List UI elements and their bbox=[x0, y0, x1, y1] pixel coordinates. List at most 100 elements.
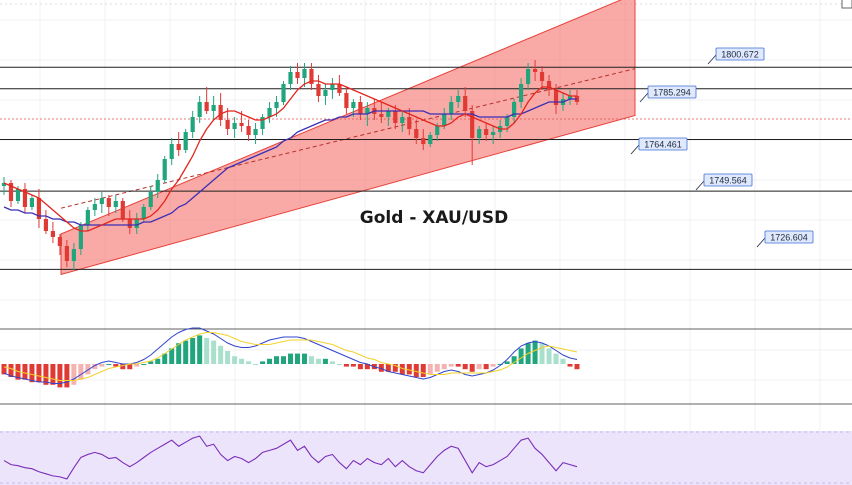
macd-bar bbox=[50, 364, 55, 385]
candle-body bbox=[337, 84, 341, 93]
macd-bar bbox=[323, 359, 328, 364]
macd-bar bbox=[36, 364, 41, 382]
candle-body bbox=[386, 111, 390, 117]
candle-body bbox=[232, 123, 236, 129]
candle-body bbox=[163, 159, 167, 180]
macd-bar bbox=[463, 364, 468, 369]
macd-bar bbox=[456, 364, 461, 367]
macd-bar bbox=[29, 364, 34, 382]
candle-body bbox=[379, 114, 383, 117]
macd-bar bbox=[547, 348, 552, 364]
macd-bar bbox=[344, 364, 349, 367]
candle-body bbox=[142, 207, 146, 219]
candle-body bbox=[477, 129, 481, 138]
candle-body bbox=[121, 201, 125, 219]
candle-body bbox=[316, 84, 320, 96]
candle-body bbox=[212, 105, 216, 111]
candle-body bbox=[177, 144, 181, 150]
macd-bar bbox=[428, 364, 433, 374]
candle-body bbox=[100, 198, 104, 204]
candle-body bbox=[149, 192, 153, 207]
candle-body bbox=[170, 144, 174, 159]
macd-bar bbox=[449, 364, 454, 367]
level-label: 1764.461 bbox=[644, 140, 682, 150]
settings-corner-icon[interactable] bbox=[842, 0, 852, 8]
macd-bar bbox=[78, 364, 83, 380]
macd-pane bbox=[0, 328, 852, 404]
macd-bar bbox=[330, 361, 335, 364]
macd-bar bbox=[470, 364, 475, 372]
candle-body bbox=[274, 102, 278, 108]
macd-bar bbox=[540, 343, 545, 364]
macd-bar bbox=[491, 364, 496, 367]
candle-body bbox=[135, 219, 139, 228]
candle-body bbox=[219, 105, 223, 120]
macd-bar bbox=[554, 354, 559, 364]
candle-body bbox=[295, 72, 299, 78]
candle-body bbox=[246, 126, 250, 135]
candle-body bbox=[526, 69, 530, 84]
candle-body bbox=[288, 72, 292, 84]
candle-body bbox=[267, 108, 271, 117]
candle-body bbox=[358, 102, 362, 114]
level-label: 1726.604 bbox=[770, 233, 808, 243]
candle-body bbox=[30, 198, 34, 207]
candle-body bbox=[554, 90, 558, 105]
candle-body bbox=[226, 120, 230, 129]
macd-bar bbox=[316, 359, 321, 364]
macd-bar bbox=[281, 356, 286, 364]
candle-body bbox=[449, 102, 453, 114]
macd-bar bbox=[169, 348, 174, 364]
macd-bar bbox=[246, 361, 251, 364]
macd-bar bbox=[295, 354, 300, 364]
candle-body bbox=[156, 180, 160, 192]
macd-bar bbox=[414, 364, 419, 377]
macd-bar bbox=[505, 361, 510, 364]
candle-body bbox=[205, 102, 209, 111]
candle-body bbox=[114, 201, 118, 207]
macd-bar bbox=[225, 351, 230, 364]
candle-body bbox=[239, 123, 243, 126]
macd-bar bbox=[337, 364, 342, 365]
candle-body bbox=[540, 72, 544, 81]
candle-body bbox=[456, 96, 460, 102]
macd-bar bbox=[190, 338, 195, 364]
macd-bar bbox=[211, 341, 216, 364]
candle-body bbox=[393, 111, 397, 123]
macd-bar bbox=[106, 364, 111, 365]
macd-bar bbox=[141, 364, 146, 365]
candle-body bbox=[72, 249, 76, 261]
candle-body bbox=[16, 189, 20, 201]
candle-body bbox=[191, 117, 195, 132]
candle-body bbox=[51, 231, 55, 237]
candle-body bbox=[128, 219, 132, 228]
candle-body bbox=[107, 198, 111, 207]
macd-bar bbox=[484, 364, 489, 369]
candle-body bbox=[435, 126, 439, 135]
macd-bar bbox=[155, 359, 160, 364]
macd-bar bbox=[253, 364, 258, 365]
macd-bar bbox=[421, 364, 426, 377]
macd-bar bbox=[176, 343, 181, 364]
candle-body bbox=[505, 117, 509, 126]
candle-body bbox=[421, 138, 425, 144]
candle-body bbox=[344, 93, 348, 108]
rsi-pane bbox=[0, 431, 852, 485]
candle-body bbox=[323, 90, 327, 96]
candle-body bbox=[44, 219, 48, 231]
macd-bar bbox=[204, 338, 209, 364]
macd-bar bbox=[99, 364, 104, 367]
macd-bar bbox=[435, 364, 440, 372]
candle-body bbox=[330, 84, 334, 90]
chart-title: Gold - XAU/USD bbox=[360, 208, 508, 228]
macd-bar bbox=[239, 359, 244, 364]
macd-bar bbox=[2, 364, 7, 374]
macd-bar bbox=[533, 341, 538, 364]
macd-bar bbox=[218, 346, 223, 364]
candle-body bbox=[198, 102, 202, 117]
candle-body bbox=[302, 69, 306, 78]
candle-body bbox=[184, 132, 188, 150]
candle-body bbox=[281, 84, 285, 102]
macd-bar bbox=[22, 364, 27, 380]
